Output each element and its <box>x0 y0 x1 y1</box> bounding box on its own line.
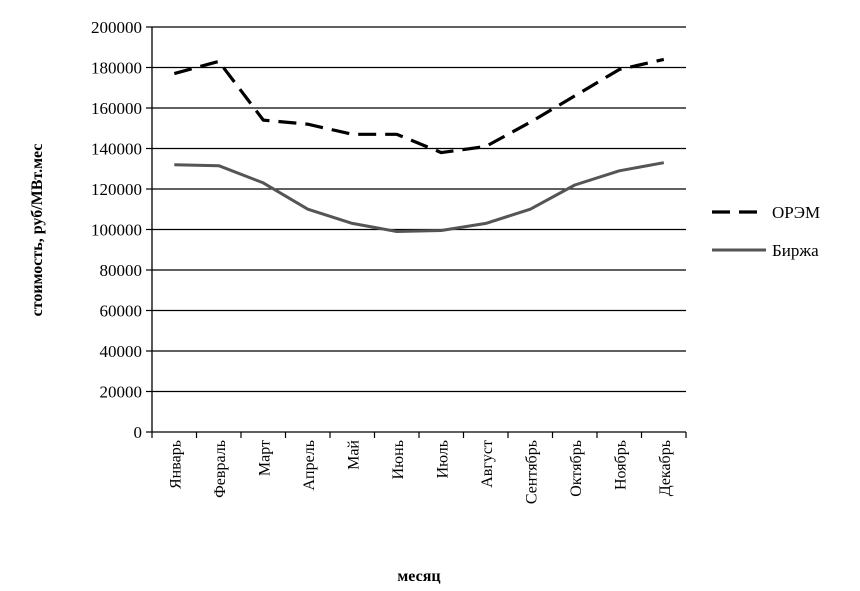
y-tick-label: 120000 <box>91 180 142 199</box>
y-tick-labels: 0 20000 40000 60000 80000 100000 120000 140000 1… <box>91 18 142 442</box>
axes <box>146 26 687 438</box>
legend-label: Биржа <box>772 241 819 260</box>
series-layer <box>173 57 665 233</box>
y-tick-label: 0 <box>134 423 143 442</box>
x-tick-label: Январь <box>167 440 184 489</box>
x-tick-label: Октябрь <box>568 440 585 497</box>
y-tick-label: 60000 <box>100 302 143 321</box>
x-tick-label: Декабрь <box>657 440 674 496</box>
series-line-orem <box>173 57 665 155</box>
y-tick-label: 180000 <box>91 59 142 78</box>
y-tick-label: 100000 <box>91 221 142 240</box>
x-tick-label: Сентябрь <box>523 440 540 504</box>
x-tick-label: Март <box>256 440 273 476</box>
x-tick-label: Июль <box>434 440 451 478</box>
y-tick-label: 160000 <box>91 99 142 118</box>
legend: ОРЭМ Биржа <box>712 203 820 260</box>
x-tick-label: Май <box>345 440 362 470</box>
y-tick-label: 20000 <box>100 383 143 402</box>
y-tick-label: 80000 <box>100 261 143 280</box>
x-axis-title: месяц <box>397 568 440 585</box>
y-tick-label: 40000 <box>100 342 143 361</box>
x-tick-label: Август <box>479 440 496 488</box>
y-tick-label: 200000 <box>91 18 142 37</box>
series-line-birzha <box>174 161 665 233</box>
x-tick-label: Ноябрь <box>612 440 629 490</box>
gridlines <box>152 26 686 393</box>
x-tick-labels: Январь Февраль Март Апрель Май Июнь Июль Август… <box>167 440 674 505</box>
x-tick-label: Февраль <box>212 440 229 498</box>
x-tick-label: Апрель <box>301 440 318 491</box>
legend-label: ОРЭМ <box>772 203 820 222</box>
x-tick-label: Июнь <box>390 440 407 479</box>
y-axis-title: стоимость, руб/МВт.мес <box>29 144 46 317</box>
y-tick-label: 140000 <box>91 140 142 159</box>
